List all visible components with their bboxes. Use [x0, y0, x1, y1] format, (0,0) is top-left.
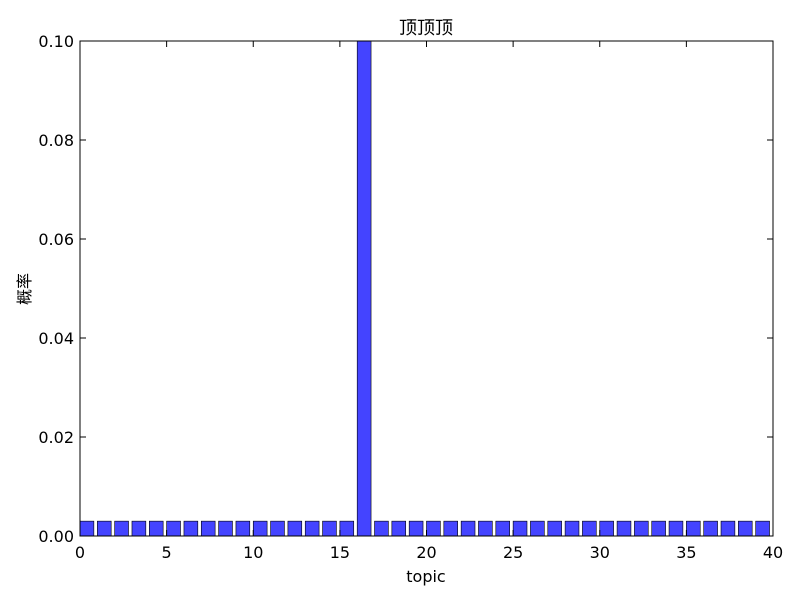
plot-background [80, 41, 773, 536]
x-tick-label: 5 [162, 543, 172, 562]
bar [374, 520, 389, 537]
bar [114, 520, 129, 537]
bar [668, 520, 684, 537]
y-tick-label: 0.10 [38, 32, 74, 51]
bar [582, 520, 597, 537]
bar [339, 520, 355, 537]
bar [149, 520, 164, 537]
bar [547, 520, 562, 537]
bar [97, 520, 112, 537]
bar [564, 520, 580, 537]
bar [287, 520, 303, 537]
x-tick-label: 20 [416, 543, 436, 562]
bar [512, 520, 528, 537]
x-axis: 0 5 10 15 20 25 30 35 40 [75, 41, 783, 562]
x-tick-label: 15 [330, 543, 350, 562]
bar [218, 520, 233, 537]
y-tick-label: 0.08 [38, 131, 74, 150]
y-axis-label: 概率 [15, 273, 34, 305]
x-tick-label: 25 [503, 543, 523, 562]
bar [478, 520, 493, 537]
y-axis: 0.00 0.02 0.04 0.06 0.08 0.10 [38, 32, 773, 546]
y-tick-label: 0.06 [38, 230, 74, 249]
bar [79, 520, 95, 537]
bar [200, 520, 216, 537]
bar [166, 520, 181, 537]
bar [443, 520, 458, 537]
x-tick-label: 40 [763, 543, 783, 562]
bar [530, 520, 545, 537]
x-tick-label: 10 [243, 543, 263, 562]
bar [426, 520, 441, 537]
bar [686, 520, 701, 537]
chart-title: 顶顶顶 [399, 18, 453, 39]
bar [720, 520, 736, 537]
bar [183, 520, 199, 537]
plot-area [80, 41, 773, 536]
bar [131, 520, 147, 537]
y-tick-label: 0.04 [38, 329, 74, 348]
bar [495, 520, 510, 537]
bar [755, 520, 770, 537]
bar [599, 520, 614, 537]
x-tick-label: 35 [676, 543, 696, 562]
bar [252, 520, 268, 537]
bar [634, 520, 649, 537]
bars [79, 40, 770, 537]
bar [322, 520, 337, 537]
bar [651, 520, 666, 537]
x-axis-label: topic [406, 567, 445, 586]
bar [616, 520, 632, 537]
x-tick-label: 0 [75, 543, 85, 562]
x-tick-label: 30 [590, 543, 610, 562]
bar [738, 520, 753, 537]
bar [304, 520, 320, 537]
bar [703, 520, 718, 537]
bar [391, 520, 407, 537]
bar [270, 520, 285, 537]
bar [408, 520, 424, 537]
bar [460, 520, 476, 537]
bar [235, 520, 251, 537]
y-tick-label: 0.00 [38, 527, 74, 546]
y-tick-label: 0.02 [38, 428, 74, 447]
bar [356, 40, 372, 537]
